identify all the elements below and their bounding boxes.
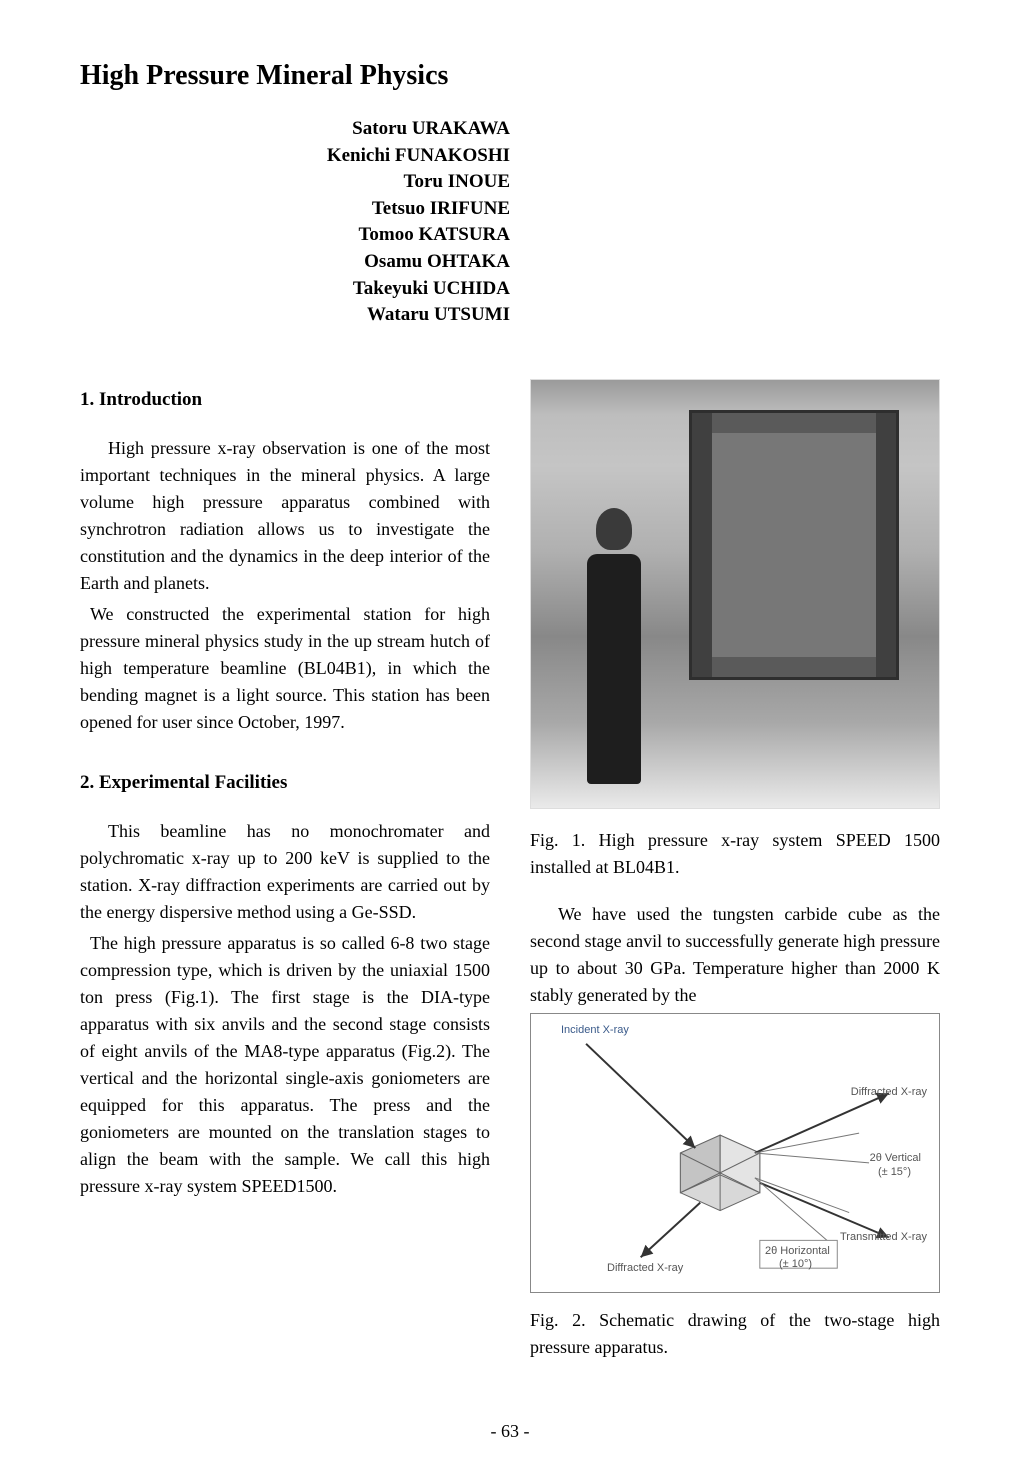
person-silhouette bbox=[579, 508, 649, 788]
section-heading-facilities: 2. Experimental Facilities bbox=[80, 772, 490, 794]
author: Kenichi FUNAKOSHI bbox=[80, 143, 510, 170]
left-column: 1. Introduction High pressure x-ray obse… bbox=[80, 379, 490, 1381]
author: Takeyuki UCHIDA bbox=[80, 276, 510, 303]
diagram-label-incident: Incident X-ray bbox=[561, 1024, 629, 1036]
paragraph: High pressure x-ray observation is one o… bbox=[80, 435, 490, 597]
figure-2-caption: Fig. 2. Schematic drawing of the two-sta… bbox=[530, 1307, 940, 1361]
person-head-shape bbox=[596, 508, 632, 550]
author: Tetsuo IRIFUNE bbox=[80, 196, 510, 223]
press-interior-shape bbox=[712, 433, 876, 657]
figure-2-diagram: Incident X-ray Diffracted X-ray 2θ Verti… bbox=[530, 1013, 940, 1293]
diagram-label-diffracted2: Diffracted X-ray bbox=[607, 1262, 683, 1274]
right-column: Fig. 1. High pressure x-ray system SPEED… bbox=[530, 379, 940, 1381]
page-number: - 63 - bbox=[80, 1421, 940, 1442]
diagram-label-transmitted: Transmitted X-ray bbox=[840, 1231, 927, 1243]
person-body-shape bbox=[587, 554, 641, 784]
author: Satoru URAKAWA bbox=[80, 116, 510, 143]
diagram-label-horizontal: 2θ Horizontal bbox=[765, 1245, 830, 1257]
paragraph: This beamline has no monochromater and p… bbox=[80, 818, 490, 926]
press-pillar-shape bbox=[876, 413, 896, 677]
author: Toru INOUE bbox=[80, 169, 510, 196]
author: Osamu OHTAKA bbox=[80, 249, 510, 276]
paragraph: We have used the tungsten carbide cube a… bbox=[530, 901, 940, 1009]
paragraph: We constructed the experimental station … bbox=[80, 601, 490, 736]
diagram-label-vertical: 2θ Vertical bbox=[870, 1152, 921, 1164]
diagram-label-diffracted: Diffracted X-ray bbox=[851, 1086, 927, 1098]
press-pillar-shape bbox=[692, 413, 712, 677]
press-apparatus-shape bbox=[689, 410, 899, 680]
author: Tomoo KATSURA bbox=[80, 222, 510, 249]
diagram-label-vertical-range: (± 15°) bbox=[878, 1166, 911, 1178]
figure-1-photo bbox=[530, 379, 940, 809]
author: Wataru UTSUMI bbox=[80, 302, 510, 329]
content-columns: 1. Introduction High pressure x-ray obse… bbox=[80, 379, 940, 1381]
author-list: Satoru URAKAWA Kenichi FUNAKOSHI Toru IN… bbox=[80, 116, 940, 329]
paragraph: The high pressure apparatus is so called… bbox=[80, 930, 490, 1200]
figure-1-caption: Fig. 1. High pressure x-ray system SPEED… bbox=[530, 827, 940, 881]
section-heading-introduction: 1. Introduction bbox=[80, 389, 490, 411]
page-title: High Pressure Mineral Physics bbox=[80, 60, 940, 92]
diagram-label-horizontal-range: (± 10°) bbox=[779, 1258, 812, 1270]
